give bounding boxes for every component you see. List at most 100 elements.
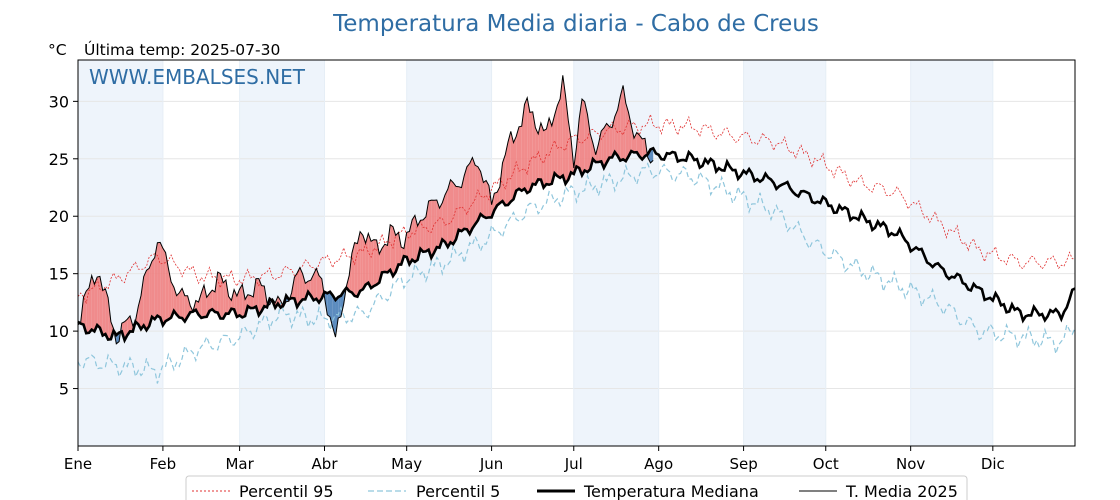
above-median-fill [154,242,158,320]
above-median-fill [151,257,155,320]
y-tick-label: 10 [49,322,69,341]
series-lines [77,75,1076,384]
above-median-fill [450,179,454,245]
above-median-fill [373,239,377,287]
above-median-fill [97,276,100,328]
above-median-fill [412,215,415,262]
above-median-fill [527,97,530,193]
last-temp-label: Última temp: 2025-07-30 [84,40,280,59]
above-median-fill [225,279,229,314]
above-median-fill [313,268,317,301]
above-median-fill [601,128,604,168]
above-median-fill [466,163,470,234]
above-median-fill [510,131,514,202]
above-median-fill [505,141,509,206]
above-median-fill [368,233,372,289]
above-median-fill [442,194,446,242]
above-median-fill [642,138,645,160]
above-median-fill [623,85,626,162]
legend-median-label: Temperatura Mediana [583,482,759,500]
above-median-fill [581,99,585,176]
month-band [743,60,826,446]
above-median-fill [472,157,476,229]
above-median-fill [464,166,467,230]
above-median-fill [302,273,306,300]
month-band [239,60,325,446]
above-median-fill [540,122,544,188]
above-median-fill [392,226,396,277]
above-median-fill [360,231,363,291]
x-tick-label: Oct [813,455,839,473]
above-median-fill [157,242,161,318]
above-median-fill [198,293,202,318]
y-tick-label: 25 [49,150,69,169]
below-median-fill [335,297,339,338]
x-tick-label: Dic [981,455,1005,473]
above-median-fill [201,285,204,318]
above-median-fill [316,268,320,303]
above-median-fill [351,242,355,296]
above-median-fill [614,109,618,156]
series-line-p5 [77,162,1076,384]
x-tick-label: Mar [225,455,254,473]
above-median-fill [310,274,314,301]
above-median-fill [319,275,322,303]
above-median-fill [242,284,246,318]
above-median-fill [102,288,106,336]
above-median-fill [461,175,465,232]
above-median-fill [203,285,207,318]
above-median-fill [365,233,369,285]
above-median-fill [439,202,443,248]
above-median-fill [357,231,361,297]
above-median-fill [349,253,352,293]
above-median-fill [538,122,541,180]
above-median-fill [428,200,432,258]
below-median-fill [650,148,654,163]
above-median-fill [160,242,163,326]
below-median-fill [327,291,330,317]
chart-title: Temperatura Media diaria - Cabo de Creus [332,11,819,37]
above-median-fill [475,165,478,225]
above-median-fill [299,267,303,303]
above-median-fill [502,154,506,206]
above-median-fill [480,171,484,217]
above-median-fill [617,96,621,161]
y-axis: 5 10 15 20 25 30 [49,92,78,399]
above-median-fill [469,157,473,234]
above-median-fill [606,123,610,163]
above-median-fill [529,111,533,192]
above-median-fill [603,123,607,168]
month-band [78,60,163,446]
legend-current-label: T. Media 2025 [845,482,958,500]
above-median-fill [576,118,580,168]
above-median-fill [94,277,98,332]
above-median-fill [436,199,440,248]
series-line-median [77,146,1076,344]
above-median-fill [258,278,262,316]
above-median-fill [458,186,462,232]
above-median-fill [182,288,185,322]
above-median-fill [91,275,95,332]
month-band [406,60,492,446]
x-tick-label: Jun [479,455,503,473]
y-tick-label: 30 [49,92,69,111]
above-median-fill [395,232,399,273]
above-median-fill [453,182,456,245]
series-line-p95 [77,113,1076,305]
above-median-fill [143,270,147,331]
above-median-fill [420,219,424,252]
above-median-fill [557,98,561,178]
above-median-fill [223,279,226,319]
above-median-fill [518,126,522,191]
above-median-fill [387,224,391,273]
above-median-fill [532,111,536,185]
above-median-fill [620,85,624,161]
above-median-fill [168,268,172,320]
series-line-current [77,75,654,345]
above-median-fill [105,288,109,340]
above-median-fill [297,267,300,308]
above-median-fill [209,290,213,311]
above-median-fill [171,281,174,318]
above-median-fill [445,189,448,247]
